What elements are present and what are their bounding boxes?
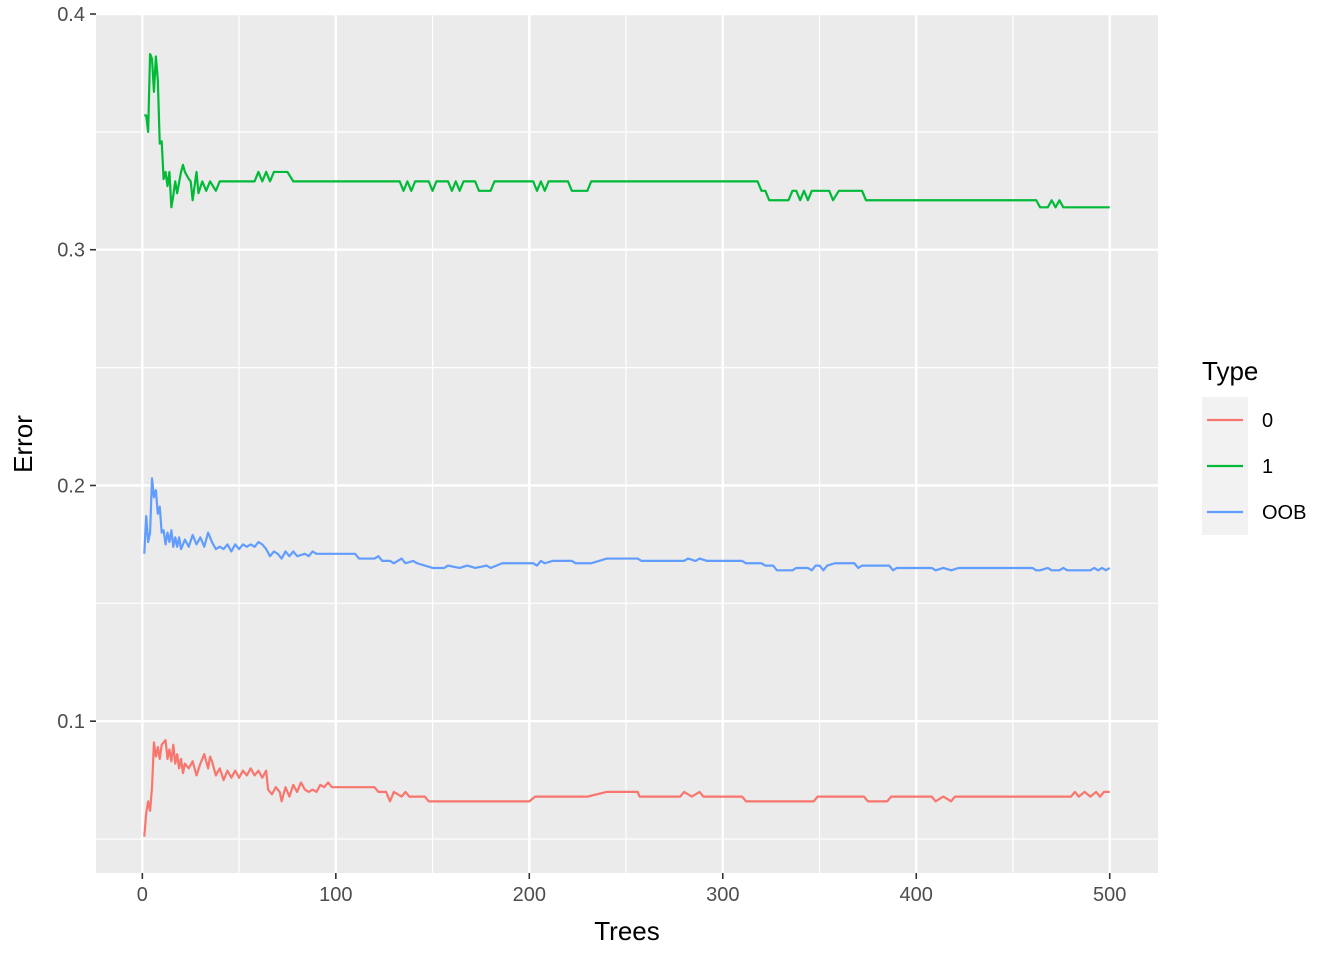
plot-panel — [96, 14, 1158, 873]
series-line-0 — [143, 738, 1110, 837]
y-tick-label: 0.1 — [57, 711, 85, 733]
y-tick-label: 0.4 — [57, 4, 85, 26]
legend-label-1: 1 — [1262, 456, 1273, 478]
x-tick-label: 100 — [319, 884, 352, 906]
y-axis: 0.1 0.2 0.3 0.4 — [57, 4, 96, 733]
legend: Type 0 1 OOB — [1202, 356, 1306, 535]
major-gridlines — [96, 12, 1158, 873]
series-lines — [143, 52, 1111, 837]
minor-gridlines — [96, 14, 1158, 873]
y-axis-title: Error — [8, 415, 38, 473]
y-tick-label: 0.2 — [57, 475, 85, 497]
legend-title: Type — [1202, 356, 1258, 386]
x-tick-label: 300 — [706, 884, 739, 906]
series-line-oob — [143, 477, 1111, 572]
x-axis-title: Trees — [594, 916, 660, 946]
x-tick-label: 200 — [513, 884, 546, 906]
x-axis: 0 100 200 300 400 500 — [137, 873, 1126, 906]
legend-label-oob: OOB — [1262, 502, 1306, 524]
y-tick-label: 0.3 — [57, 240, 85, 262]
x-tick-label: 400 — [900, 884, 933, 906]
legend-label-0: 0 — [1262, 410, 1273, 432]
series-line-1 — [144, 52, 1110, 209]
x-tick-label: 0 — [137, 884, 148, 906]
x-tick-label: 500 — [1093, 884, 1126, 906]
